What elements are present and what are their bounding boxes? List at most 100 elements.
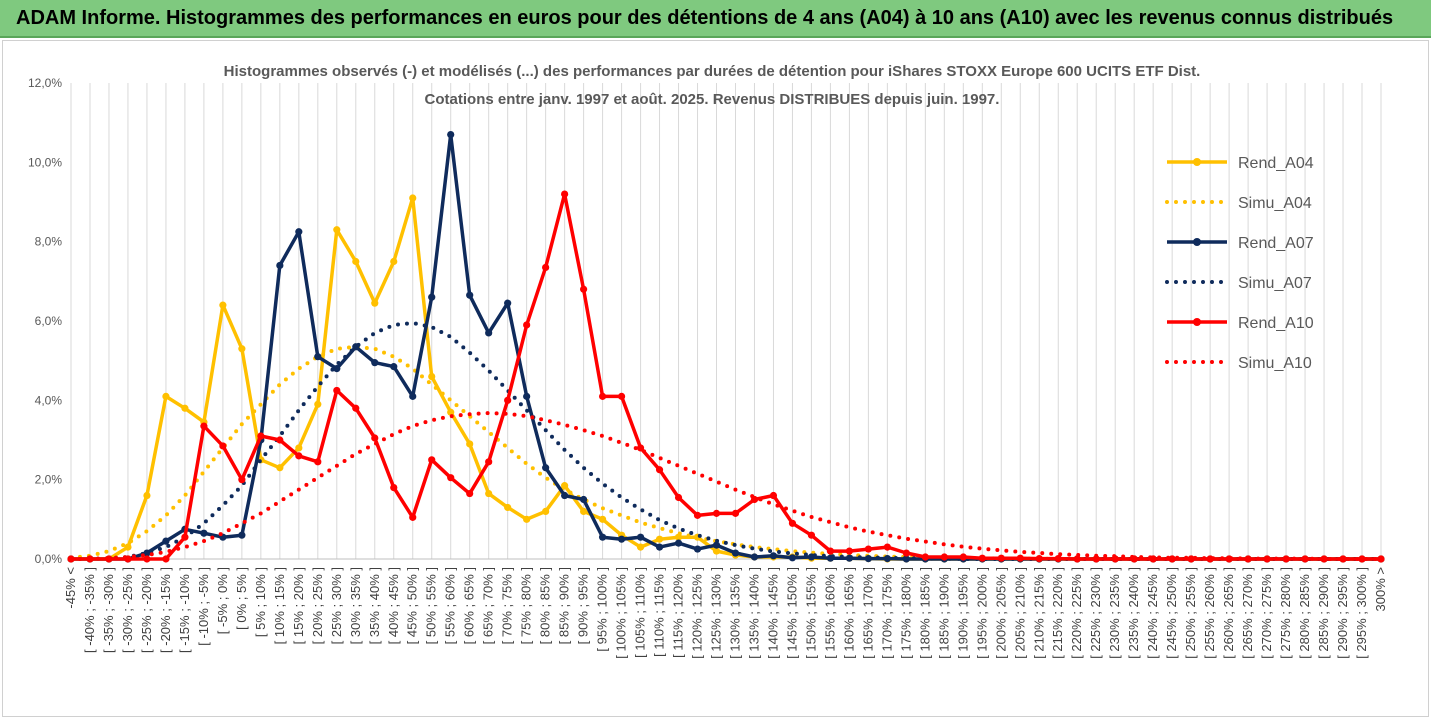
- x-tick-label: [ 280% ; 285% ]: [1297, 567, 1312, 659]
- x-tick-label: [ 195% ; 200% ]: [974, 567, 989, 659]
- data-point-rend-a10: [219, 442, 227, 450]
- y-tick-label: 10,0%: [28, 155, 62, 169]
- data-point-rend-a07: [428, 293, 436, 301]
- data-point-rend-a10: [1377, 555, 1385, 563]
- x-tick-label: [ 155% ; 160% ]: [822, 567, 837, 659]
- data-point-rend-a10: [162, 555, 170, 563]
- y-tick-label: 4,0%: [35, 393, 63, 407]
- series-line-rend-a10: [71, 192, 1381, 561]
- x-tick-label: [ 0% ; 5% ]: [234, 567, 249, 630]
- data-point-rend-a07: [655, 543, 664, 551]
- data-point-rend-a10: [352, 404, 360, 412]
- data-point-rend-a04: [428, 372, 436, 381]
- x-tick-label: [ 150% ; 155% ]: [803, 567, 818, 659]
- data-point-rend-a04: [143, 491, 151, 500]
- data-point-rend-a07: [390, 363, 398, 371]
- data-point-rend-a10: [523, 321, 531, 329]
- data-point-rend-a07: [409, 392, 417, 400]
- data-point-rend-a07: [466, 291, 474, 299]
- x-tick-label: [ 10% ; 15% ]: [272, 567, 287, 644]
- data-point-rend-a07: [598, 533, 607, 541]
- data-point-rend-a10: [390, 484, 398, 492]
- x-tick-label: [ 125% ; 130% ]: [709, 567, 724, 659]
- y-tick-label: 8,0%: [35, 235, 63, 249]
- gridlines: [70, 83, 1382, 560]
- x-tick-label: [ -30% ; -25% ]: [120, 567, 135, 653]
- x-tick-label: [ 140% ; 145% ]: [765, 567, 780, 659]
- data-point-rend-a07: [523, 392, 531, 400]
- report-banner: ADAM Informe. Histogrammes des performan…: [0, 0, 1431, 38]
- data-point-rend-a04: [598, 515, 607, 523]
- report-title: ADAM Informe. Histogrammes des performan…: [16, 7, 1394, 29]
- data-point-rend-a04: [295, 444, 303, 452]
- x-tick-label: [ 235% ; 240% ]: [1126, 567, 1141, 659]
- data-point-rend-a10: [959, 553, 967, 561]
- data-point-rend-a10: [655, 466, 664, 474]
- x-tick-label: [ 145% ; 150% ]: [784, 567, 799, 659]
- chart-frame: [2, 40, 1429, 717]
- data-point-rend-a04: [485, 489, 493, 498]
- x-tick-label: [ 50% ; 55% ]: [424, 567, 439, 644]
- x-tick-label: [ 95% ; 100% ]: [595, 567, 610, 652]
- y-axis: 0,0% 2,0% 4,0% 6,0% 8,0% 10,0% 12,0%: [28, 76, 62, 566]
- data-point-rend-a07: [447, 130, 455, 139]
- x-tick-label: [ 210% ; 215% ]: [1031, 567, 1046, 659]
- data-point-rend-a07: [295, 228, 303, 236]
- data-point-rend-a10: [902, 549, 910, 557]
- data-point-rend-a10: [693, 511, 702, 519]
- data-point-rend-a10: [1187, 555, 1195, 563]
- data-point-rend-a07: [542, 464, 550, 472]
- data-point-rend-a07: [712, 541, 721, 549]
- x-tick-label: [ 35% ; 40% ]: [367, 567, 382, 644]
- x-tick-label: [ -20% ; -15% ]: [158, 567, 173, 653]
- x-tick-label: [ 160% ; 165% ]: [841, 567, 856, 659]
- x-tick-label: [ -5% ; 0% ]: [215, 567, 230, 634]
- x-tick-label: [ 55% ; 60% ]: [443, 567, 458, 644]
- data-point-rend-a07: [750, 553, 759, 561]
- data-point-rend-a10: [769, 491, 778, 500]
- data-point-rend-a04: [276, 464, 284, 472]
- x-tick-label: [ -35% ; -30% ]: [101, 567, 116, 653]
- x-tick-label: [ 80% ; 85% ]: [538, 567, 553, 644]
- data-point-rend-a07: [617, 535, 626, 543]
- x-tick-label: [ 265% ; 270% ]: [1240, 567, 1255, 659]
- data-point-rend-a07: [276, 261, 284, 270]
- x-tick-label: [ 255% ; 260% ]: [1202, 567, 1217, 659]
- data-point-rend-a10: [580, 285, 588, 293]
- data-point-rend-a04: [655, 535, 664, 543]
- data-point-rend-a10: [1168, 555, 1176, 563]
- x-tick-label: [ 180% ; 185% ]: [917, 567, 932, 659]
- data-point-rend-a04: [371, 299, 379, 307]
- data-point-rend-a10: [921, 553, 929, 561]
- data-point-rend-a07: [731, 549, 740, 557]
- data-point-rend-a07: [788, 554, 797, 562]
- x-tick-label: [ 135% ; 140% ]: [746, 567, 761, 659]
- data-point-rend-a10: [617, 392, 626, 400]
- y-tick-label: 6,0%: [35, 314, 63, 328]
- data-point-rend-a07: [636, 533, 645, 541]
- x-tick-label: [ 120% ; 125% ]: [690, 567, 705, 659]
- data-point-rend-a04: [219, 301, 227, 309]
- x-tick-label: [ 225% ; 230% ]: [1088, 567, 1103, 659]
- chart-title-line-1: Histogrammes observés (-) et modélisés (…: [224, 63, 1201, 80]
- data-point-rend-a07: [580, 495, 588, 504]
- data-point-rend-a07: [674, 539, 683, 547]
- data-point-rend-a10: [845, 547, 854, 555]
- data-point-rend-a10: [143, 555, 151, 563]
- data-point-rend-a10: [371, 434, 379, 442]
- data-point-rend-a07: [314, 353, 322, 361]
- data-point-rend-a04: [712, 547, 721, 555]
- x-tick-label: [ 40% ; 45% ]: [386, 567, 401, 644]
- series-line-simu-a07: [69, 320, 1383, 561]
- x-tick-label: [ 275% ; 280% ]: [1278, 567, 1293, 659]
- data-point-rend-a10: [883, 543, 891, 551]
- data-point-rend-a07: [769, 552, 778, 560]
- legend-label-rend-a07: Rend_A07: [1238, 235, 1314, 252]
- data-point-rend-a10: [295, 452, 303, 460]
- series-line-rend-a07: [71, 132, 1381, 561]
- data-point-rend-a10: [447, 474, 455, 482]
- x-tick-label: [ 75% ; 80% ]: [519, 567, 534, 644]
- data-point-rend-a04: [466, 440, 474, 448]
- data-point-rend-a04: [580, 507, 588, 515]
- data-point-rend-a10: [1073, 555, 1081, 563]
